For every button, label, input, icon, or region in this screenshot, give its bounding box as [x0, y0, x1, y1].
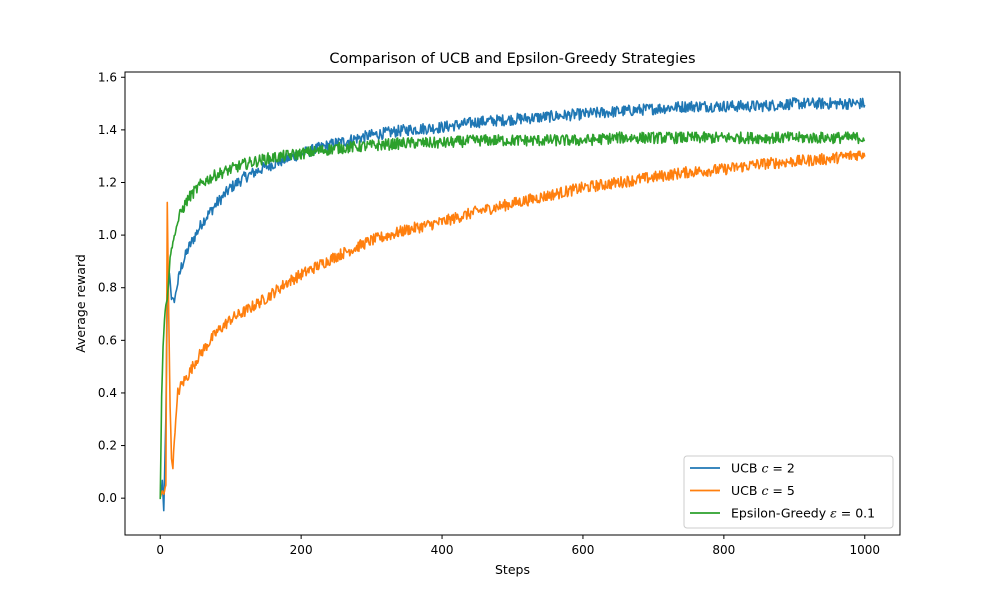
x-tick-label: 600 — [572, 543, 595, 557]
legend-label-2: UCB c = 5 — [731, 483, 795, 498]
x-axis-label: Steps — [495, 562, 530, 577]
legend-label-1: UCB c = 2 — [731, 461, 795, 476]
y-tick-label: 1.2 — [98, 175, 117, 189]
y-tick-label: 0.0 — [98, 491, 117, 505]
legend: UCB c = 2 UCB c = 5 Epsilon-Greedy ε = 0.1 — [683, 455, 894, 529]
chart-title: Comparison of UCB and Epsilon-Greedy Str… — [329, 51, 695, 67]
y-tick-label: 0.4 — [98, 386, 117, 400]
y-tick-label: 0.8 — [98, 281, 117, 295]
y-axis: 0.0 0.2 0.4 0.6 0.8 1.0 1.2 1.4 1.6 — [98, 70, 125, 505]
y-tick-label: 1.4 — [98, 123, 117, 137]
series-line-3 — [159, 131, 866, 500]
legend-label-3: Epsilon-Greedy ε = 0.1 — [731, 506, 875, 521]
series-layer — [159, 97, 866, 512]
y-axis-label: Average reward — [73, 254, 88, 353]
legend-box — [683, 455, 894, 529]
x-axis: 0 200 400 600 800 1000 — [156, 535, 880, 557]
series-line-1 — [159, 97, 866, 512]
x-tick-label: 200 — [290, 543, 313, 557]
y-tick-label: 0.2 — [98, 439, 117, 453]
series-line-2 — [159, 150, 866, 498]
y-tick-label: 1.0 — [98, 228, 117, 242]
x-tick-label: 0 — [156, 543, 164, 557]
plot-area-frame — [124, 71, 901, 536]
y-tick-label: 1.6 — [98, 70, 117, 84]
x-tick-label: 400 — [431, 543, 454, 557]
y-tick-label: 0.6 — [98, 333, 117, 347]
x-tick-label: 800 — [712, 543, 735, 557]
x-tick-label: 1000 — [849, 543, 880, 557]
